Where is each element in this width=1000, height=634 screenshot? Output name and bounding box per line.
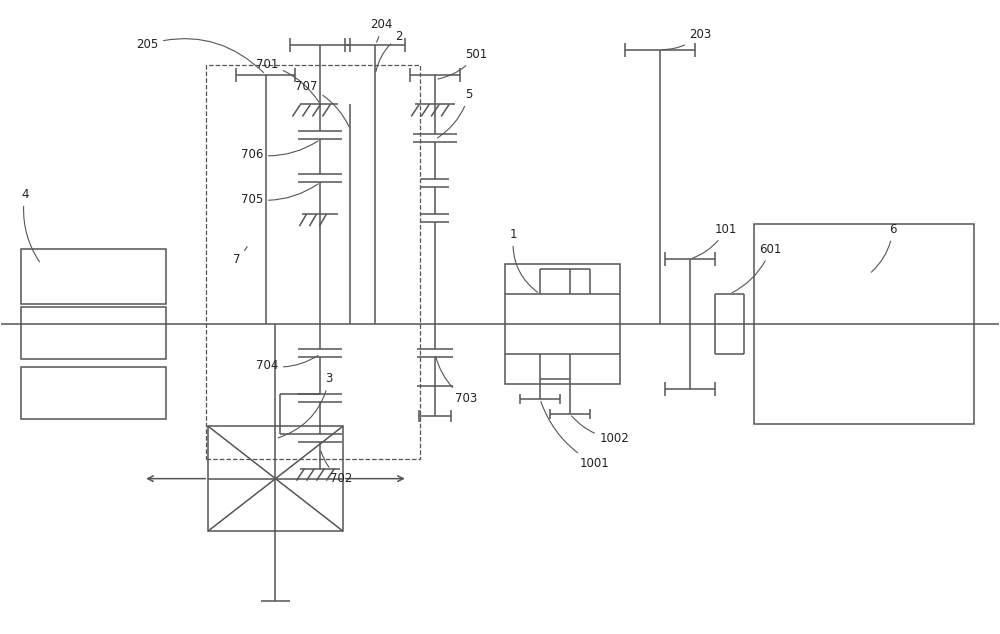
Text: 2: 2: [376, 30, 403, 72]
Text: 705: 705: [241, 184, 318, 206]
Text: 1: 1: [510, 228, 538, 292]
Text: 1002: 1002: [572, 416, 630, 445]
Bar: [206, 65, 420, 458]
Text: 7: 7: [233, 247, 247, 266]
Text: 205: 205: [136, 38, 264, 72]
Text: 204: 204: [370, 18, 393, 42]
Text: 704: 704: [256, 356, 318, 372]
Text: 6: 6: [871, 223, 897, 272]
Text: 203: 203: [662, 28, 712, 49]
Bar: [21, 367, 166, 419]
Text: 5: 5: [437, 88, 472, 138]
Bar: [21, 249, 166, 304]
Bar: [208, 426, 343, 531]
Bar: [505, 264, 620, 384]
Text: 707: 707: [295, 80, 349, 127]
Text: 601: 601: [732, 243, 782, 293]
Text: 501: 501: [438, 48, 487, 79]
Text: 101: 101: [692, 223, 737, 258]
Text: 703: 703: [436, 356, 477, 405]
Text: 1001: 1001: [541, 401, 610, 470]
Text: 702: 702: [321, 451, 353, 485]
Text: 4: 4: [21, 188, 39, 262]
Bar: [754, 224, 974, 424]
Text: 701: 701: [256, 58, 319, 102]
Text: 3: 3: [278, 372, 333, 438]
Text: 706: 706: [241, 141, 318, 161]
Bar: [21, 307, 166, 359]
